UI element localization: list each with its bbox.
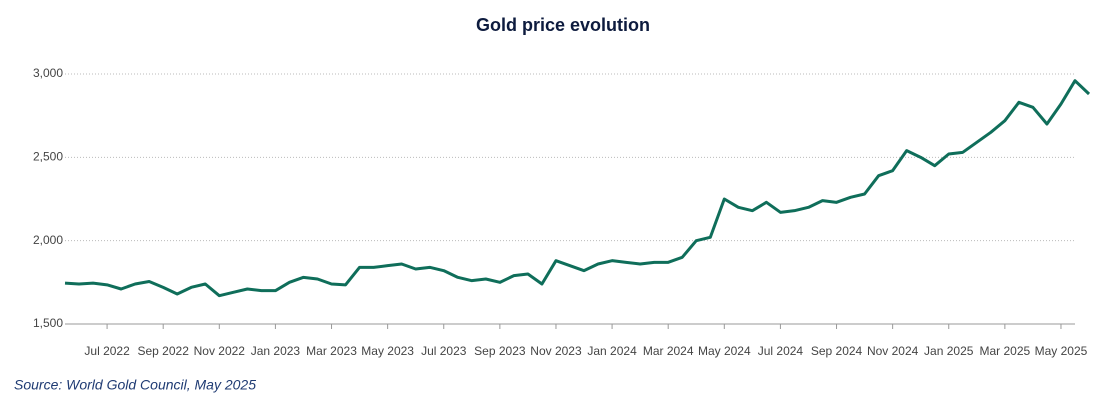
y-tick-label: 1,500	[33, 316, 63, 330]
chart-title: Gold price evolution	[476, 15, 650, 35]
x-tick-label: Sep 2024	[811, 344, 863, 358]
x-tick-label: May 2024	[698, 344, 751, 358]
price-line	[64, 79, 1091, 298]
x-tick-label: Sep 2023	[474, 344, 526, 358]
y-tick-label: 3,000	[33, 66, 63, 80]
x-tick-label: Jan 2023	[251, 344, 301, 358]
x-tick-label: Jan 2025	[924, 344, 974, 358]
x-tick-label: Jan 2024	[587, 344, 637, 358]
x-tick-label: Nov 2022	[194, 344, 246, 358]
x-tick-label: Sep 2022	[137, 344, 189, 358]
x-tick-label: Jul 2022	[84, 344, 130, 358]
x-tick-label: May 2023	[361, 344, 414, 358]
x-tick-label: Jul 2023	[421, 344, 467, 358]
x-tick-label: Nov 2023	[530, 344, 582, 358]
x-tick-label: Jul 2024	[758, 344, 804, 358]
y-tick-label: 2,000	[33, 233, 63, 247]
x-tick-label: Mar 2024	[643, 344, 694, 358]
x-tick-label: Mar 2025	[980, 344, 1031, 358]
x-tick-label: May 2025	[1035, 344, 1088, 358]
y-tick-label: 2,500	[33, 150, 63, 164]
x-tick-label: Mar 2023	[306, 344, 357, 358]
source-note: Source: World Gold Council, May 2025	[14, 377, 256, 393]
x-tick-label: Nov 2024	[867, 344, 919, 358]
